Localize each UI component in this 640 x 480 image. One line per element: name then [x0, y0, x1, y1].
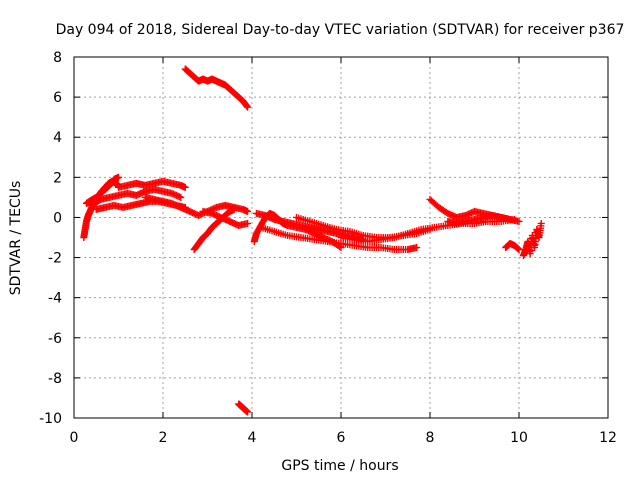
data-point — [244, 207, 252, 215]
x-tick-label: 2 — [159, 430, 168, 446]
axis-ticks — [73, 56, 609, 419]
data-point — [115, 173, 122, 181]
x-tick-label: 12 — [599, 430, 617, 446]
grid — [74, 57, 608, 418]
data-point — [230, 205, 238, 213]
y-tick-label: 2 — [53, 170, 62, 186]
x-tick-label: 4 — [248, 430, 257, 446]
series-s18 — [502, 240, 523, 254]
data-point — [243, 102, 251, 110]
tick-labels: 0 2 4 6 8 10 12 -10 -8 -6 -4 -2 0 2 4 6 8 — [39, 50, 617, 446]
series-s15 — [337, 215, 519, 246]
x-tick-label: 8 — [426, 430, 435, 446]
data-point — [537, 219, 545, 227]
series-s10 — [235, 400, 252, 416]
y-tick-label: -6 — [48, 331, 62, 347]
x-tick-label: 0 — [70, 430, 79, 446]
series-s9 — [181, 65, 252, 111]
series-s8 — [199, 207, 252, 229]
y-tick-label: 6 — [53, 90, 62, 106]
x-tick-label: 6 — [337, 430, 346, 446]
series-s7 — [190, 205, 238, 254]
y-tick-label: -4 — [48, 291, 62, 307]
series-s4 — [88, 185, 185, 209]
data-point — [244, 408, 252, 416]
data-point — [515, 217, 523, 225]
data-point — [413, 244, 421, 252]
y-tick-label: 0 — [53, 210, 62, 226]
data-point — [506, 215, 514, 223]
data-point — [181, 183, 189, 191]
data-points — [80, 65, 545, 416]
data-point — [244, 219, 252, 227]
y-axis-label: SDTVAR / TECUs — [8, 181, 24, 296]
y-tick-label: 8 — [53, 50, 62, 66]
data-point — [244, 103, 252, 111]
x-tick-label: 10 — [510, 430, 528, 446]
y-tick-label: -2 — [48, 251, 62, 267]
data-point — [515, 246, 523, 254]
series-s13 — [257, 223, 421, 254]
series-s2 — [82, 173, 122, 207]
x-axis-label: GPS time / hours — [281, 458, 398, 474]
series-s3 — [115, 177, 189, 191]
chart-title: Day 094 of 2018, Sidereal Day-to-day VTE… — [56, 22, 625, 38]
y-tick-label: -10 — [39, 411, 62, 427]
data-point — [177, 193, 185, 201]
y-tick-label: 4 — [53, 130, 62, 146]
y-tick-label: -8 — [48, 371, 62, 387]
series-s17 — [444, 211, 514, 227]
series-s19 — [519, 219, 545, 260]
